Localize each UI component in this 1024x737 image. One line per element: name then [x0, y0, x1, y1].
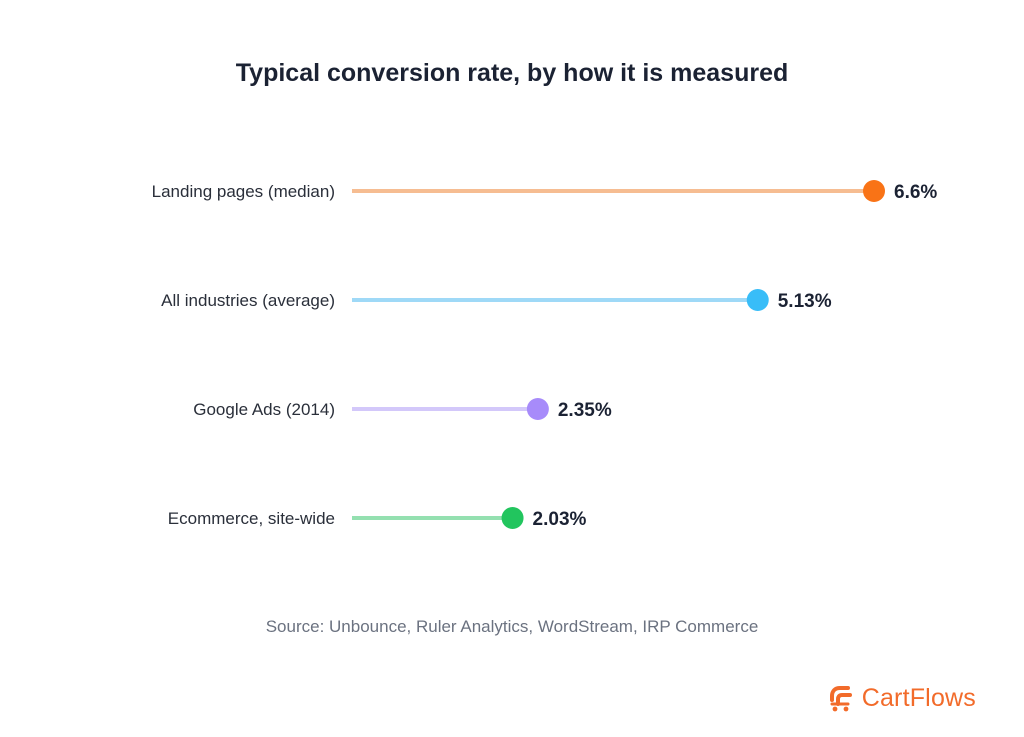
cartflows-logo: CartFlows	[828, 682, 976, 714]
value-label: 2.35%	[558, 400, 612, 421]
category-label: Landing pages (median)	[152, 182, 335, 201]
chart-rows: Landing pages (median) 6.6% All industries…	[152, 180, 937, 530]
lollipop-dot	[501, 507, 524, 529]
value-label: 6.6%	[894, 182, 937, 203]
brand-name: CartFlows	[861, 683, 976, 712]
chart-source: Source: Unbounce, Ruler Analytics, WordS…	[266, 617, 759, 636]
lollipop-dot	[863, 180, 885, 202]
value-label: 2.03%	[533, 509, 587, 530]
cartflows-logo-icon	[829, 686, 852, 712]
value-label: 5.13%	[778, 291, 832, 312]
lollipop-dot	[526, 398, 549, 420]
category-label: All industries (average)	[161, 291, 335, 310]
lollipop-dot	[746, 289, 769, 311]
category-label: Google Ads (2014)	[193, 400, 335, 419]
category-label: Ecommerce, site-wide	[168, 509, 335, 528]
chart-title: Typical conversion rate, by how it is me…	[236, 59, 789, 87]
